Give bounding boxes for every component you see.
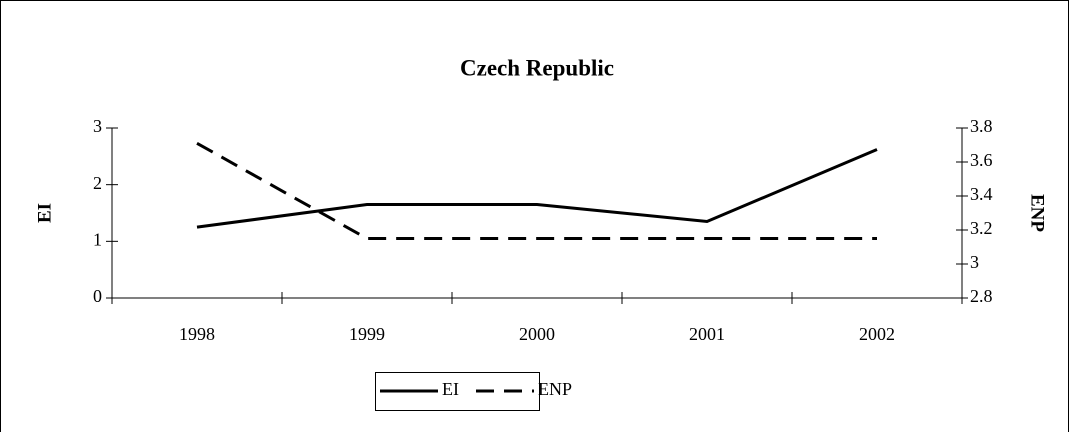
legend-label: ENP: [538, 379, 572, 399]
x-tick-label: 2001: [689, 324, 725, 344]
y2-tick-label: 3.2: [970, 218, 993, 238]
chart-title: Czech Republic: [460, 55, 614, 80]
y2-tick-label: 3.4: [970, 184, 993, 204]
x-tick-label: 1998: [179, 324, 215, 344]
y2-axis-title: ENP: [1027, 194, 1048, 232]
y-axis-title: EI: [34, 203, 55, 223]
y2-tick-label: 2.8: [970, 286, 993, 306]
y2-tick-label: 3.8: [970, 116, 993, 136]
y2-tick-label: 3.6: [970, 150, 993, 170]
y-tick-label: 1: [93, 229, 102, 249]
y-tick-label: 3: [93, 116, 102, 136]
legend-label: EI: [442, 379, 459, 399]
y2-tick-label: 3: [970, 252, 979, 272]
y-tick-label: 2: [93, 173, 102, 193]
x-tick-label: 1999: [349, 324, 385, 344]
x-tick-label: 2002: [859, 324, 895, 344]
x-tick-label: 2000: [519, 324, 555, 344]
line-series: [196, 148, 878, 229]
y-tick-label: 0: [93, 286, 102, 306]
line-series: [196, 141, 877, 240]
